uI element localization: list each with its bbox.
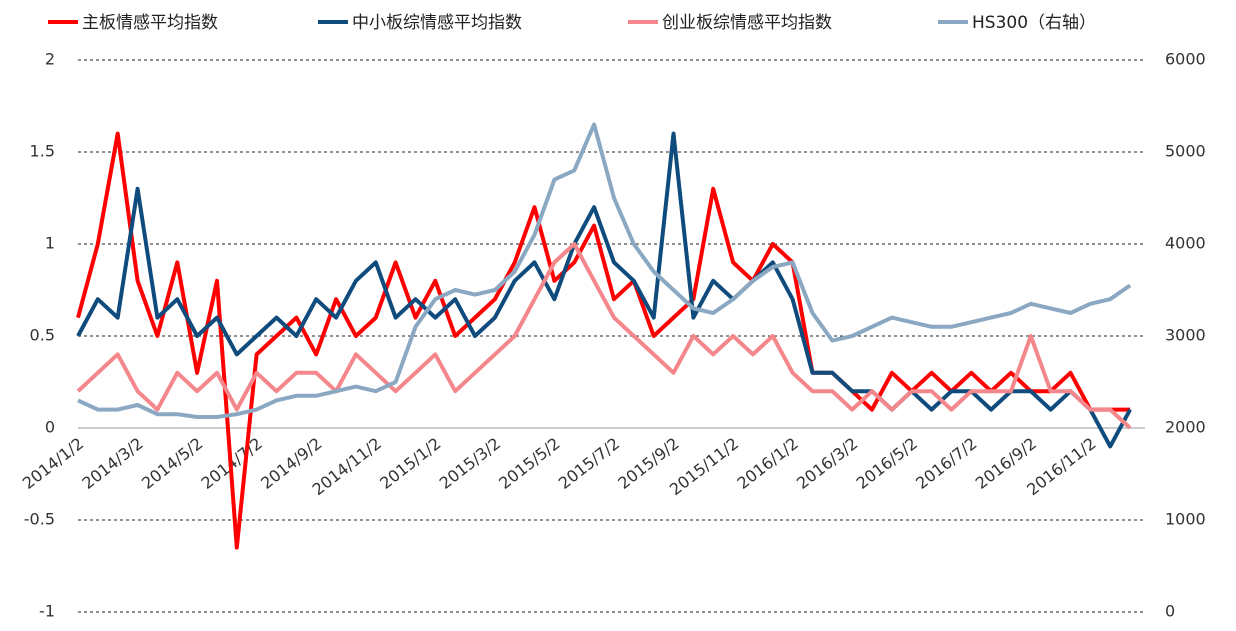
x-tick-label: 2014/1/2 [19, 434, 87, 493]
y-tick-label: -1 [39, 602, 55, 621]
series-line [76, 242, 1132, 430]
legend-label: HS300（右轴） [972, 13, 1096, 33]
legend-label: 主板情感平均指数 [82, 13, 218, 33]
y2-tick-label: 6000 [1165, 50, 1206, 69]
series-line [76, 131, 1131, 550]
y2-tick-label: 5000 [1165, 142, 1206, 161]
legend-label: 创业板综情感平均指数 [662, 13, 832, 33]
x-tick-label: 2016/3/2 [793, 434, 861, 493]
y-tick-label: 1 [45, 234, 55, 253]
y-tick-label: 2 [45, 50, 55, 69]
y-tick-label: 1.5 [30, 142, 55, 161]
x-tick-label: 2015/3/2 [436, 434, 504, 493]
y-tick-label: 0 [45, 418, 55, 437]
series-line [77, 122, 1132, 419]
y2-tick-label: 0 [1165, 602, 1175, 621]
y-tick-label: 0.5 [30, 326, 55, 345]
y-tick-label: -0.5 [24, 510, 55, 529]
x-tick-label: 2015/1/2 [376, 434, 444, 493]
y2-tick-label: 2000 [1165, 418, 1206, 437]
y2-tick-label: 3000 [1165, 326, 1206, 345]
series-line [76, 131, 1132, 449]
x-tick-label: 2014/5/2 [138, 434, 206, 493]
x-tick-label: 2016/1/2 [734, 434, 802, 493]
x-tick-label: 2015/5/2 [495, 434, 563, 493]
legend-label: 中小板综情感平均指数 [352, 13, 522, 33]
x-tick-label: 2016/5/2 [853, 434, 921, 493]
y2-tick-label: 4000 [1165, 234, 1206, 253]
x-tick-label: 2014/3/2 [78, 434, 146, 493]
y2-tick-label: 1000 [1165, 510, 1206, 529]
x-tick-label: 2016/7/2 [912, 434, 980, 493]
x-tick-label: 2015/7/2 [555, 434, 623, 493]
